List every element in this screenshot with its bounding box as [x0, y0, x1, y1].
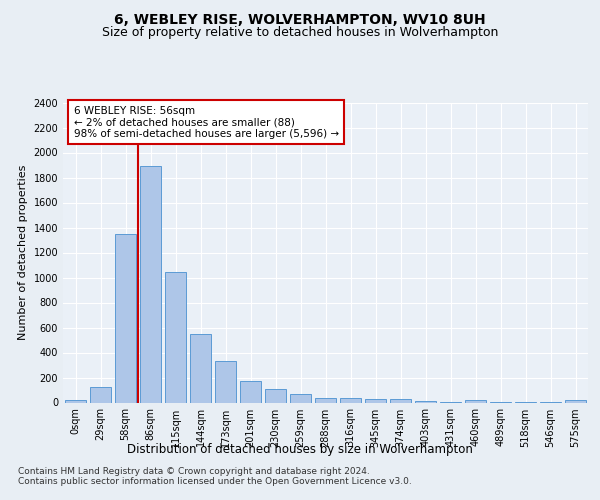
Text: 6 WEBLEY RISE: 56sqm
← 2% of detached houses are smaller (88)
98% of semi-detach: 6 WEBLEY RISE: 56sqm ← 2% of detached ho… [74, 106, 338, 138]
Bar [340, 398, 361, 402]
Bar [365, 399, 386, 402]
Bar [315, 398, 336, 402]
Text: 6, WEBLEY RISE, WOLVERHAMPTON, WV10 8UH: 6, WEBLEY RISE, WOLVERHAMPTON, WV10 8UH [114, 12, 486, 26]
Text: Size of property relative to detached houses in Wolverhampton: Size of property relative to detached ho… [102, 26, 498, 39]
Text: Distribution of detached houses by size in Wolverhampton: Distribution of detached houses by size … [127, 442, 473, 456]
Bar [140, 166, 161, 402]
Bar [265, 389, 286, 402]
Bar [165, 272, 186, 402]
Bar [90, 386, 111, 402]
Bar [190, 334, 211, 402]
Bar [465, 400, 486, 402]
Bar [215, 360, 236, 403]
Bar [415, 400, 436, 402]
Y-axis label: Number of detached properties: Number of detached properties [18, 165, 28, 340]
Bar [65, 400, 86, 402]
Bar [390, 400, 411, 402]
Bar [115, 234, 136, 402]
Bar [240, 381, 261, 402]
Text: Contains public sector information licensed under the Open Government Licence v3: Contains public sector information licen… [18, 477, 412, 486]
Bar [290, 394, 311, 402]
Text: Contains HM Land Registry data © Crown copyright and database right 2024.: Contains HM Land Registry data © Crown c… [18, 467, 370, 476]
Bar [565, 400, 586, 402]
